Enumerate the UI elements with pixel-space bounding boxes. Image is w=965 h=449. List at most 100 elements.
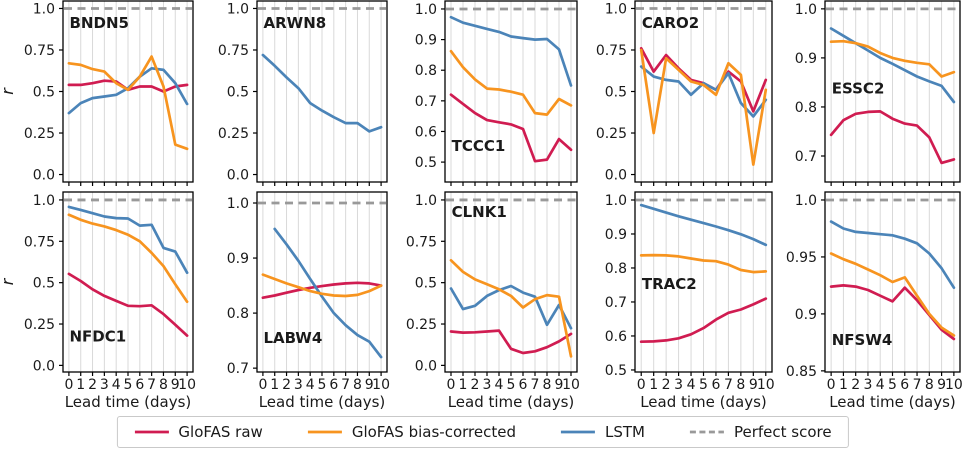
y-tick-label: 0.95 (786, 250, 817, 266)
y-tick-label: 1.0 (227, 1, 249, 17)
y-tick-label: 0.75 (596, 43, 627, 59)
series-line-lstm (261, 53, 383, 133)
y-tick-label: 1.0 (415, 2, 437, 18)
series-line-glofas_raw (829, 110, 956, 165)
y-tick-label: 0.75 (24, 43, 55, 59)
x-tick-label: 6 (519, 377, 528, 393)
x-tick-label: 6 (329, 377, 338, 393)
series-line-lstm (829, 220, 956, 290)
y-tick-label: 0.0 (33, 168, 55, 184)
x-tick-label: 0 (64, 377, 73, 393)
legend-item-glofas-raw: GloFAS raw (133, 423, 263, 441)
x-tick-label: 1 (270, 377, 279, 393)
subplot-CARO2: 0.0 0.25 0.5 0.75 1.0 CARO2 (596, 0, 773, 186)
y-tick-label: 1.0 (227, 196, 249, 212)
y-tick-label: 0.0 (415, 358, 437, 374)
y-tick-label: 0.7 (227, 361, 249, 377)
y-tick-label: 1.0 (605, 1, 627, 17)
y-tick-label: 0.9 (605, 227, 627, 243)
x-tick-label: 10 (757, 377, 775, 393)
lstm-line-sample-icon (560, 430, 595, 434)
series-line-lstm (639, 203, 768, 247)
x-tick-label: 2 (88, 377, 97, 393)
x-tick-label: 3 (863, 377, 872, 393)
legend-label-glofas-bias-corrected: GloFAS bias-corrected (351, 423, 516, 441)
y-tick-label: 0.6 (605, 329, 627, 345)
x-tick-label: 4 (112, 377, 121, 393)
station-label: LABW4 (264, 329, 323, 347)
series-line-lstm (829, 27, 956, 104)
y-tick-label: 0.5 (415, 276, 437, 292)
legend-item-glofas-bias-corrected: GloFAS bias-corrected (307, 423, 516, 441)
x-tick-label: 1 (76, 377, 85, 393)
station-label: ARWN8 (264, 14, 327, 32)
series-line-lstm (449, 15, 573, 87)
x-tick-label: 8 (159, 377, 168, 393)
x-tick-label: 6 (135, 377, 144, 393)
x-tick-label: 10 (562, 377, 580, 393)
x-tick-label: 1 (649, 377, 658, 393)
subplot-TCCC1: 0.5 0.6 0.7 0.8 0.9 1.0 TCCC1 (415, 0, 578, 186)
series-line-glofas_raw (449, 329, 573, 355)
series-line-lstm (449, 284, 573, 330)
y-tick-label: 0.9 (415, 33, 437, 49)
y-tick-label: 0.8 (605, 261, 627, 277)
series-line-glofas_bias (639, 48, 768, 166)
glofas-raw-line-sample-icon (134, 430, 169, 434)
x-tick-label: 9 (555, 377, 564, 393)
y-tick-label: 0.8 (795, 100, 817, 116)
y-tick-label: 1.0 (33, 1, 55, 17)
x-tick-label: 4 (495, 377, 504, 393)
series-line-glofas_raw (261, 281, 383, 300)
x-tick-label: 3 (674, 377, 683, 393)
y-tick-label: 0.8 (415, 63, 437, 79)
legend-item-perfect-score: Perfect score (689, 423, 832, 441)
y-tick-label: 0.6 (415, 124, 437, 140)
y-tick-label: 0.8 (227, 306, 249, 322)
station-label: CLNK1 (452, 203, 507, 221)
y-tick-label: 0.5 (415, 155, 437, 171)
y-tick-label: 1.0 (795, 2, 817, 18)
x-axis-label: Lead time (days) (829, 393, 956, 411)
y-tick-label: 0.25 (24, 126, 55, 142)
station-label: ESSC2 (832, 79, 885, 97)
x-tick-label: 3 (100, 377, 109, 393)
subplot-BNDN5: 0.0 0.25 0.5 0.75 1.0 BNDN5 (24, 0, 194, 186)
y-axis-label: r (0, 277, 17, 285)
y-tick-label: 0.85 (786, 364, 817, 380)
x-tick-label: 10 (372, 377, 390, 393)
x-tick-label: 0 (827, 377, 836, 393)
x-axis-label: Lead time (days) (65, 393, 192, 411)
x-tick-label: 2 (851, 377, 860, 393)
y-tick-label: 0.9 (795, 51, 817, 67)
y-tick-label: 0.9 (227, 251, 249, 267)
x-tick-label: 8 (736, 377, 745, 393)
series-line-glofas_bias (829, 39, 956, 78)
legend-label-lstm: LSTM (604, 423, 645, 441)
x-tick-label: 7 (531, 377, 540, 393)
y-tick-label: 0.25 (596, 126, 627, 142)
series-line-glofas_raw (449, 93, 573, 163)
x-tick-label: 2 (471, 377, 480, 393)
station-label: NFSW4 (832, 331, 893, 349)
x-tick-label: 10 (178, 377, 196, 393)
station-label: CARO2 (642, 14, 699, 32)
x-tick-label: 4 (876, 377, 885, 393)
x-tick-label: 3 (294, 377, 303, 393)
x-tick-label: 0 (258, 377, 267, 393)
x-tick-label: 0 (637, 377, 646, 393)
y-tick-label: 0.7 (795, 149, 817, 165)
subplot-ESSC2: 0.7 0.8 0.9 1.0 ESSC2 (795, 0, 961, 186)
x-tick-label: 9 (171, 377, 180, 393)
y-tick-label: 0.5 (33, 276, 55, 292)
y-tick-label: 0.9 (795, 307, 817, 323)
y-tick-label: 0.7 (605, 295, 627, 311)
x-tick-label: 0 (447, 377, 456, 393)
x-axis-label: Lead time (days) (640, 393, 767, 411)
x-tick-label: 7 (341, 377, 350, 393)
x-tick-label: 1 (839, 377, 848, 393)
y-tick-label: 0.5 (605, 363, 627, 379)
x-tick-label: 8 (543, 377, 552, 393)
legend-item-lstm: LSTM (560, 423, 645, 441)
